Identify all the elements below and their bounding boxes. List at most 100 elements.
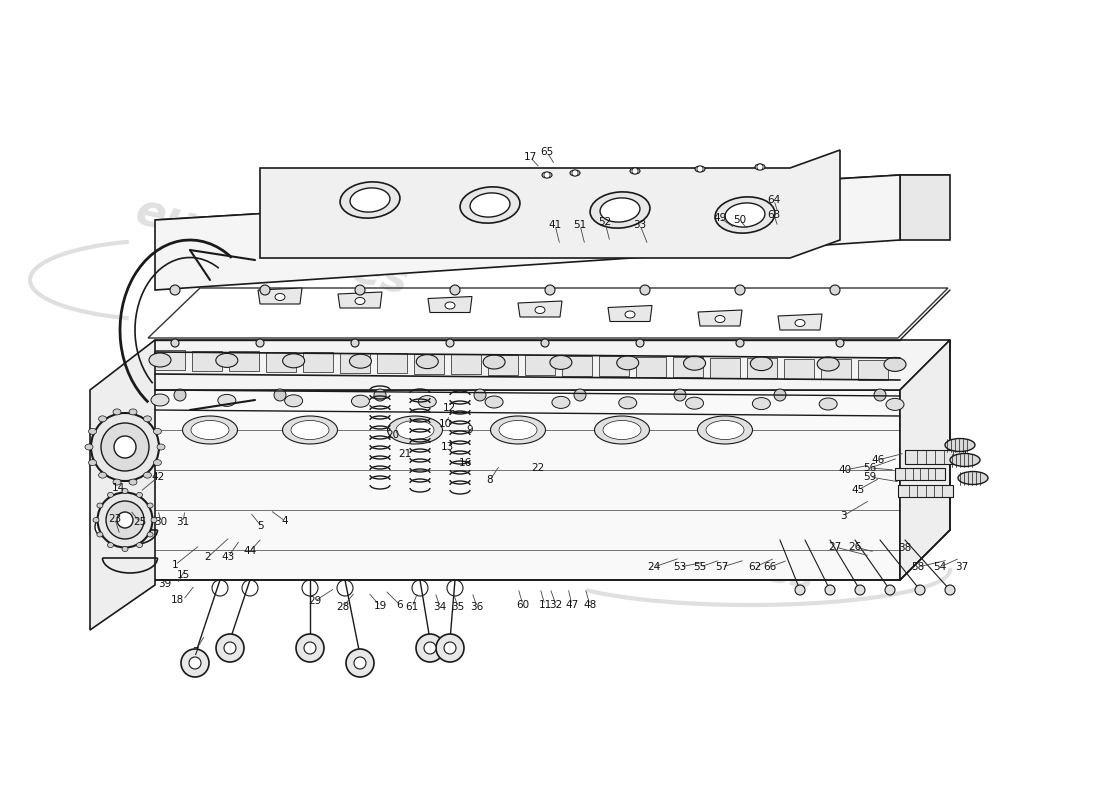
Circle shape — [735, 285, 745, 295]
Text: 37: 37 — [956, 562, 969, 572]
Ellipse shape — [630, 168, 640, 174]
Ellipse shape — [101, 423, 148, 471]
Text: 32: 32 — [549, 600, 562, 610]
Ellipse shape — [535, 306, 544, 314]
Polygon shape — [451, 354, 481, 374]
Polygon shape — [698, 310, 742, 326]
Text: 31: 31 — [176, 517, 189, 527]
Circle shape — [182, 649, 209, 677]
Polygon shape — [784, 358, 814, 378]
Polygon shape — [340, 353, 370, 373]
Text: 40: 40 — [838, 465, 851, 475]
Polygon shape — [192, 350, 222, 370]
Ellipse shape — [89, 428, 97, 434]
Ellipse shape — [151, 394, 169, 406]
Ellipse shape — [603, 421, 641, 439]
Text: 48: 48 — [583, 600, 596, 610]
Text: eurospares: eurospares — [130, 338, 377, 438]
Ellipse shape — [91, 413, 160, 481]
Circle shape — [674, 389, 686, 401]
Ellipse shape — [129, 479, 138, 485]
Ellipse shape — [98, 493, 153, 547]
Ellipse shape — [283, 354, 305, 368]
Circle shape — [354, 657, 366, 669]
Circle shape — [304, 642, 316, 654]
Text: 20: 20 — [386, 430, 399, 440]
Ellipse shape — [550, 355, 572, 370]
Text: 54: 54 — [934, 562, 947, 572]
Ellipse shape — [491, 416, 546, 444]
Polygon shape — [428, 297, 472, 313]
Polygon shape — [608, 306, 652, 322]
Ellipse shape — [945, 438, 975, 451]
Ellipse shape — [387, 416, 442, 444]
Text: 66: 66 — [763, 562, 777, 572]
Circle shape — [544, 285, 556, 295]
Text: 12: 12 — [442, 403, 455, 413]
Ellipse shape — [148, 353, 170, 367]
Text: 7: 7 — [191, 647, 198, 657]
Circle shape — [374, 389, 386, 401]
Text: 1: 1 — [172, 560, 178, 570]
Circle shape — [574, 389, 586, 401]
Ellipse shape — [483, 355, 505, 369]
Ellipse shape — [136, 492, 143, 498]
Ellipse shape — [122, 546, 128, 551]
Polygon shape — [258, 288, 303, 304]
Text: 65: 65 — [540, 147, 553, 157]
Ellipse shape — [106, 501, 144, 539]
Ellipse shape — [157, 444, 165, 450]
Circle shape — [351, 339, 359, 347]
Circle shape — [355, 285, 365, 295]
Circle shape — [274, 389, 286, 401]
Ellipse shape — [470, 193, 510, 217]
Ellipse shape — [285, 395, 303, 406]
Circle shape — [296, 634, 324, 662]
Text: 5: 5 — [257, 521, 264, 531]
Text: 56: 56 — [864, 463, 877, 473]
Ellipse shape — [94, 518, 99, 522]
Polygon shape — [518, 301, 562, 317]
Ellipse shape — [191, 421, 229, 439]
Circle shape — [640, 285, 650, 295]
Ellipse shape — [695, 166, 705, 172]
Text: 17: 17 — [524, 152, 537, 162]
Ellipse shape — [958, 471, 988, 485]
Ellipse shape — [99, 472, 107, 478]
Ellipse shape — [618, 397, 637, 409]
Circle shape — [795, 585, 805, 595]
Text: 14: 14 — [111, 483, 124, 493]
Ellipse shape — [725, 203, 764, 227]
Text: 58: 58 — [912, 562, 925, 572]
Text: 23: 23 — [109, 514, 122, 524]
Text: 42: 42 — [152, 472, 165, 482]
Polygon shape — [155, 175, 950, 220]
Polygon shape — [377, 353, 407, 373]
Ellipse shape — [108, 492, 113, 498]
Polygon shape — [898, 485, 953, 497]
Ellipse shape — [697, 416, 752, 444]
Ellipse shape — [114, 436, 136, 458]
Text: 50: 50 — [734, 215, 747, 225]
Text: 22: 22 — [531, 463, 544, 473]
Ellipse shape — [151, 518, 157, 522]
Circle shape — [170, 285, 180, 295]
Ellipse shape — [886, 398, 904, 410]
Text: 34: 34 — [433, 602, 447, 612]
Text: 3: 3 — [839, 511, 846, 521]
Polygon shape — [260, 150, 840, 258]
Polygon shape — [562, 355, 592, 375]
Text: 59: 59 — [864, 472, 877, 482]
Polygon shape — [636, 357, 666, 377]
Polygon shape — [100, 390, 900, 580]
Text: 18: 18 — [170, 595, 184, 605]
Ellipse shape — [275, 294, 285, 301]
Circle shape — [945, 585, 955, 595]
Ellipse shape — [396, 421, 435, 439]
Polygon shape — [858, 359, 888, 379]
Ellipse shape — [108, 542, 113, 548]
Ellipse shape — [216, 354, 238, 367]
Text: 21: 21 — [398, 449, 411, 459]
Text: 47: 47 — [565, 600, 579, 610]
Polygon shape — [90, 340, 155, 630]
